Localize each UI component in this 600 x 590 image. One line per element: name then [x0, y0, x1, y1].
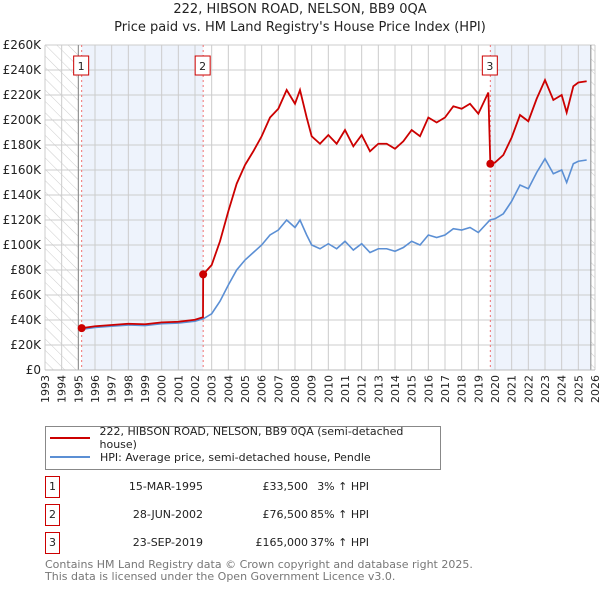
transaction-number: 2: [45, 504, 60, 526]
legend-swatch-hpi: [50, 456, 90, 458]
chart-subtitle: Price paid vs. HM Land Registry's House …: [114, 20, 486, 35]
transaction-date: 28-JUN-2002: [132, 508, 203, 521]
legend-swatch-price: [50, 437, 90, 439]
footer-licence: This data is licensed under the Open Gov…: [45, 570, 396, 583]
sale-marker: [77, 324, 86, 333]
sale-label: 1: [78, 60, 85, 73]
x-tick-label: 2021: [506, 375, 519, 403]
y-tick-label: £100K: [3, 238, 43, 252]
transaction-date: 23-SEP-2019: [132, 536, 203, 549]
x-tick-label: 2002: [189, 375, 202, 403]
x-tick-label: 2012: [356, 375, 369, 403]
sale-label: 2: [199, 60, 206, 73]
y-tick-label: £120K: [3, 213, 43, 227]
sale-label: 3: [486, 60, 493, 73]
sale-marker: [486, 159, 495, 168]
transaction-row: 1 15-MAR-1995 £33,500 3% ↑ HPI: [45, 476, 445, 498]
legend: 222, HIBSON ROAD, NELSON, BB9 0QA (semi-…: [45, 425, 441, 470]
transaction-hpi: 37% ↑ HPI: [310, 536, 369, 549]
x-tick-label: 2007: [272, 375, 285, 403]
shaded-ownership-period: [490, 45, 591, 370]
x-tick-label: 1997: [106, 375, 119, 403]
hatched-no-data-region: [590, 45, 595, 370]
x-tick-label: 2000: [156, 375, 169, 403]
x-tick-label: 2025: [572, 375, 585, 403]
x-tick-label: 2019: [472, 375, 485, 403]
x-tick-label: 2009: [306, 375, 319, 403]
x-tick-label: 2014: [389, 375, 402, 403]
footer-copyright: Contains HM Land Registry data © Crown c…: [45, 558, 473, 571]
y-tick-label: £160K: [3, 163, 43, 177]
sale-label-box: [73, 55, 90, 76]
y-tick-label: £140K: [3, 188, 43, 202]
x-tick-label: 2011: [339, 375, 352, 403]
price-paid-line: [81, 77, 587, 330]
y-tick-label: £40K: [10, 313, 42, 327]
transaction-date: 15-MAR-1995: [128, 480, 203, 493]
y-tick-label: £80K: [10, 263, 42, 277]
transaction-price: £33,500: [262, 480, 309, 493]
y-tick-label: £180K: [3, 138, 43, 152]
transaction-number: 1: [45, 476, 60, 498]
x-tick-label: 2026: [589, 375, 600, 403]
x-tick-label: 1994: [56, 375, 69, 403]
y-tick-label: £200K: [3, 113, 43, 127]
x-tick-label: 2005: [239, 375, 252, 403]
legend-label-price: 222, HIBSON ROAD, NELSON, BB9 0QA (semi-…: [99, 425, 404, 451]
y-tick-label: £0: [26, 363, 41, 377]
x-tick-label: 2001: [172, 375, 185, 403]
transaction-row: 3 23-SEP-2019 £165,000 37% ↑ HPI: [45, 532, 445, 554]
x-tick-label: 2020: [489, 375, 502, 403]
legend-item-hpi: HPI: Average price, semi-detached house,…: [50, 448, 371, 466]
transaction-hpi: 3% ↑ HPI: [317, 480, 369, 493]
y-tick-label: £220K: [3, 88, 43, 102]
legend-item-price: 222, HIBSON ROAD, NELSON, BB9 0QA (semi-…: [50, 425, 440, 451]
x-tick-label: 2013: [372, 375, 385, 403]
x-tick-label: 1996: [89, 375, 102, 403]
shaded-ownership-period: [81, 45, 204, 370]
x-tick-label: 1998: [122, 375, 135, 403]
x-tick-label: 2004: [222, 375, 235, 403]
x-tick-label: 1999: [139, 375, 152, 403]
y-tick-label: £260K: [3, 38, 43, 52]
x-tick-label: 2023: [539, 375, 552, 403]
y-tick-label: £20K: [10, 338, 42, 352]
x-tick-label: 2003: [206, 375, 219, 403]
transaction-hpi: 85% ↑ HPI: [310, 508, 369, 521]
sale-label-box: [481, 55, 498, 76]
x-tick-label: 1995: [72, 375, 85, 403]
x-tick-label: 2022: [522, 375, 535, 403]
transaction-number: 3: [45, 532, 60, 554]
x-tick-label: 2017: [439, 375, 452, 403]
x-tick-label: 2006: [256, 375, 269, 403]
transaction-price: £165,000: [255, 536, 309, 549]
sale-label-box: [194, 55, 211, 76]
x-tick-label: 1993: [39, 375, 52, 403]
legend-label-hpi: HPI: Average price, semi-detached house,…: [100, 450, 371, 464]
price-chart: 1993 1994 1995 1996 1997 1998 1999 2000 2001 2002…: [3, 38, 600, 403]
sale-marker: [199, 270, 208, 279]
hpi-line: [81, 157, 587, 331]
x-tick-label: 2010: [322, 375, 335, 403]
transaction-price: £76,500: [262, 508, 309, 521]
chart-title: 222, HIBSON ROAD, NELSON, BB9 0QA: [173, 2, 427, 17]
x-tick-label: 2015: [406, 375, 419, 403]
x-tick-label: 2016: [422, 375, 435, 403]
y-tick-label: £240K: [3, 63, 43, 77]
x-tick-label: 2018: [456, 375, 469, 403]
y-tick-label: £60K: [10, 288, 42, 302]
x-tick-label: 2024: [556, 375, 569, 403]
x-tick-label: 2008: [289, 375, 302, 403]
transaction-row: 2 28-JUN-2002 £76,500 85% ↑ HPI: [45, 504, 445, 526]
